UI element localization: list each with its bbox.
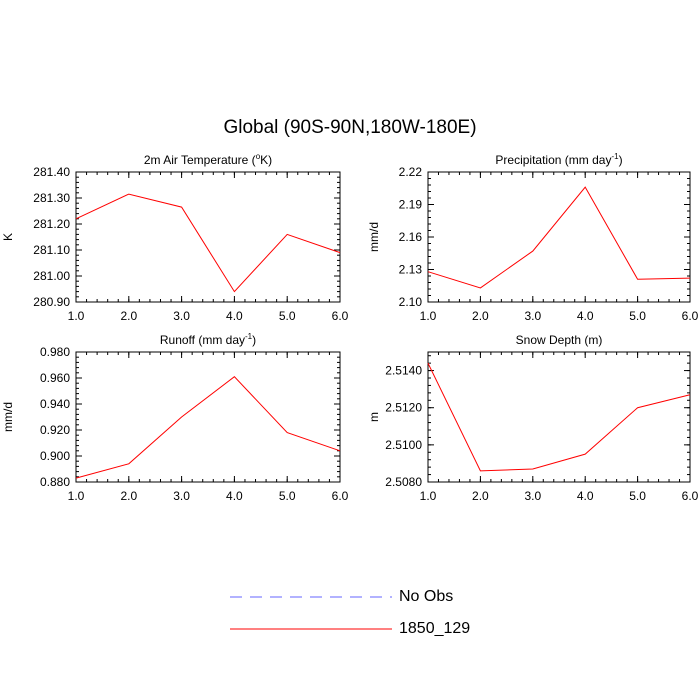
y-tick-label: 2.5120 <box>385 401 422 415</box>
x-tick-label: 2.0 <box>120 489 137 503</box>
x-tick-label: 5.0 <box>279 489 296 503</box>
y-tick-label: 2.19 <box>399 198 423 212</box>
series-line <box>427 186 691 289</box>
y-tick-label: 2.16 <box>399 230 423 244</box>
y-tick-label: 2.22 <box>399 165 423 179</box>
plot-frame <box>427 171 691 303</box>
plot-frame <box>75 351 341 483</box>
y-tick-label: 0.980 <box>40 345 70 359</box>
x-tick-label: 2.0 <box>472 309 489 323</box>
panel-title: 2m Air Temperature (oK) <box>144 152 272 167</box>
x-tick-label: 5.0 <box>629 489 646 503</box>
y-tick-label: 0.880 <box>40 475 70 489</box>
y-tick-label: 2.13 <box>399 263 423 277</box>
x-tick-label: 5.0 <box>279 309 296 323</box>
panel-3: Runoff (mm day-1) mm/d 0.880 0.900 0.920 0.94… <box>1 332 349 503</box>
x-tick-label: 4.0 <box>226 309 243 323</box>
y-tick-label: 281.40 <box>33 165 70 179</box>
panel-4: Snow Depth (m) m 2.5080 2.5100 2.5120 2.5140 1… <box>367 333 699 503</box>
x-tick-label: 4.0 <box>226 489 243 503</box>
legend-lines <box>230 596 392 630</box>
figure-title: Global (90S-90N,180W-180E) <box>223 117 477 138</box>
y-tick-label: 2.5100 <box>385 438 422 452</box>
y-tick-label: 281.20 <box>33 217 70 231</box>
x-tick-label: 6.0 <box>682 309 699 323</box>
y-tick-label: 0.940 <box>40 397 70 411</box>
y-tick-label: 280.90 <box>33 295 70 309</box>
panel-1: 2m Air Temperature (oK) K 280.90 281.00 281.… <box>1 152 349 323</box>
x-tick-label: 6.0 <box>332 309 349 323</box>
x-tick-label: 3.0 <box>524 309 541 323</box>
series-line <box>427 362 691 472</box>
x-tick-label: 3.0 <box>173 489 190 503</box>
y-tick-label: 281.30 <box>33 191 70 205</box>
y-axis-label: m <box>367 412 381 422</box>
y-tick-label: 0.920 <box>40 423 70 437</box>
x-tick-label: 1.0 <box>420 309 437 323</box>
series-line <box>75 193 341 293</box>
y-axis-label: K <box>1 233 15 241</box>
y-axis-label: mm/d <box>367 222 381 252</box>
x-tick-label: 6.0 <box>682 489 699 503</box>
panel-2: Precipitation (mm day-1) mm/d 2.10 2.13 2.16… <box>367 152 699 323</box>
x-tick-label: 2.0 <box>120 309 137 323</box>
y-tick-label: 281.00 <box>33 269 70 283</box>
series-line <box>75 376 341 479</box>
x-tick-label: 1.0 <box>68 489 85 503</box>
x-tick-label: 4.0 <box>577 489 594 503</box>
x-tick-label: 5.0 <box>629 309 646 323</box>
x-tick-label: 1.0 <box>420 489 437 503</box>
panel-title: Runoff (mm day-1) <box>160 332 256 347</box>
y-tick-label: 281.10 <box>33 243 70 257</box>
x-tick-label: 6.0 <box>332 489 349 503</box>
panel-title: Precipitation (mm day-1) <box>495 152 622 167</box>
x-tick-label: 4.0 <box>577 309 594 323</box>
plot-frame <box>75 171 341 303</box>
x-tick-label: 3.0 <box>524 489 541 503</box>
y-tick-label: 2.10 <box>399 295 423 309</box>
plot-frame <box>427 351 691 483</box>
y-axis-label: mm/d <box>1 402 15 432</box>
y-tick-label: 2.5140 <box>385 364 422 378</box>
y-tick-label: 0.960 <box>40 371 70 385</box>
y-tick-label: 2.5080 <box>385 475 422 489</box>
x-tick-label: 1.0 <box>68 309 85 323</box>
panel-title: Snow Depth (m) <box>516 333 603 347</box>
x-tick-label: 2.0 <box>472 489 489 503</box>
x-tick-label: 3.0 <box>173 309 190 323</box>
y-tick-label: 0.900 <box>40 449 70 463</box>
